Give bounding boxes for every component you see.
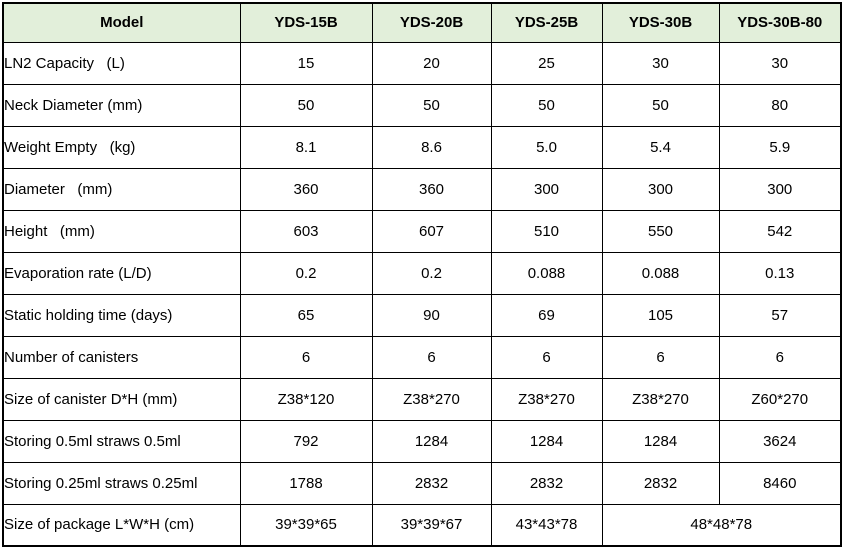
table-row: Storing 0.25ml straws 0.25ml 1788 2832 2832… [2, 461, 842, 505]
spec-value: 8.6 [371, 125, 492, 169]
row-label: Storing 0.25ml straws 0.25ml [2, 461, 241, 505]
spec-value: 300 [601, 167, 720, 211]
spec-value: 0.2 [371, 251, 492, 295]
table-row: Weight Empty (kg) 8.1 8.6 5.0 5.4 5.9 [2, 125, 842, 169]
spec-value: 50 [371, 83, 492, 127]
row-label: LN2 Capacity (L) [2, 41, 241, 85]
spec-value: 2832 [601, 461, 720, 505]
spec-value: 0.13 [718, 251, 842, 295]
spec-value: 43*43*78 [490, 503, 603, 547]
spec-value: 3624 [718, 419, 842, 463]
spec-value: 6 [239, 335, 373, 379]
spec-value: 360 [239, 167, 373, 211]
spec-value: 69 [490, 293, 603, 337]
spec-value: 5.4 [601, 125, 720, 169]
spec-value: 20 [371, 41, 492, 85]
table-row: Size of package L*W*H (cm) 39*39*65 39*39*… [2, 503, 842, 547]
spec-value: 0.088 [490, 251, 603, 295]
spec-value: 39*39*67 [371, 503, 492, 547]
spec-value: 15 [239, 41, 373, 85]
spec-value: 0.088 [601, 251, 720, 295]
spec-value: 6 [718, 335, 842, 379]
spec-value: 65 [239, 293, 373, 337]
row-label: Diameter (mm) [2, 167, 241, 211]
spec-value: Ζ38*120 [239, 377, 373, 421]
spec-value: 2832 [490, 461, 603, 505]
spec-value: 542 [718, 209, 842, 253]
spec-value: 360 [371, 167, 492, 211]
spec-value: 1284 [490, 419, 603, 463]
spec-value: 300 [718, 167, 842, 211]
table-row: Diameter (mm) 360 360 300 300 300 [2, 167, 842, 211]
table-row: Neck Diameter (mm) 50 50 50 50 80 [2, 83, 842, 127]
model-name-header: YDS-30B-80 [718, 2, 842, 43]
spec-value: 6 [371, 335, 492, 379]
spec-value: 8460 [718, 461, 842, 505]
model-column-header: Model [2, 2, 241, 43]
spec-value: 2832 [371, 461, 492, 505]
table-row: Number of canisters 6 6 6 6 6 [2, 335, 842, 379]
spec-value: 6 [490, 335, 603, 379]
spec-value: 90 [371, 293, 492, 337]
table-row: Evaporation rate (L/D) 0.2 0.2 0.088 0.088 0.… [2, 251, 842, 295]
spec-value: 300 [490, 167, 603, 211]
model-name-header: YDS-25B [490, 2, 603, 43]
spec-value: 39*39*65 [239, 503, 373, 547]
spec-value: 792 [239, 419, 373, 463]
row-label: Weight Empty (kg) [2, 125, 241, 169]
table-row: Storing 0.5ml straws 0.5ml 792 1284 1284 128… [2, 419, 842, 463]
row-label: Size of package L*W*H (cm) [2, 503, 241, 547]
spec-value: Ζ38*270 [371, 377, 492, 421]
table-row: Height (mm) 603 607 510 550 542 [2, 209, 842, 253]
row-label: Static holding time (days) [2, 293, 241, 337]
spec-value: 603 [239, 209, 373, 253]
spec-value: 0.2 [239, 251, 373, 295]
row-label: Height (mm) [2, 209, 241, 253]
table-row: Size of canister D*H (mm) Ζ38*120 Ζ38*270 Ζ… [2, 377, 842, 421]
row-label: Size of canister D*H (mm) [2, 377, 241, 421]
spec-value: 30 [718, 41, 842, 85]
spec-value: 6 [601, 335, 720, 379]
model-name-header: YDS-30B [601, 2, 720, 43]
spec-value: 30 [601, 41, 720, 85]
spec-value: 607 [371, 209, 492, 253]
spec-value: 1284 [601, 419, 720, 463]
spec-value: Ζ60*270 [718, 377, 842, 421]
model-name-header: YDS-20B [371, 2, 492, 43]
spec-value: 550 [601, 209, 720, 253]
spec-value: 1284 [371, 419, 492, 463]
table-row: Static holding time (days) 65 90 69 105 57 [2, 293, 842, 337]
spec-value: 50 [490, 83, 603, 127]
spec-value: 8.1 [239, 125, 373, 169]
row-label: Number of canisters [2, 335, 241, 379]
spec-value: Ζ38*270 [601, 377, 720, 421]
spec-value: 5.0 [490, 125, 603, 169]
row-label: Evaporation rate (L/D) [2, 251, 241, 295]
spec-value: 5.9 [718, 125, 842, 169]
row-label: Storing 0.5ml straws 0.5ml [2, 419, 241, 463]
spec-value: 1788 [239, 461, 373, 505]
spec-table: Model YDS-15B YDS-20B YDS-25B YDS-30B YDS-30B… [2, 2, 842, 547]
spec-value: 50 [239, 83, 373, 127]
spec-value: 48*48*78 [601, 503, 842, 547]
table-row: LN2 Capacity (L) 15 20 25 30 30 [2, 41, 842, 85]
spec-value: 510 [490, 209, 603, 253]
spec-value: 57 [718, 293, 842, 337]
model-name-header: YDS-15B [239, 2, 373, 43]
table-body: LN2 Capacity (L) 15 20 25 30 30 Neck Diameter … [2, 41, 842, 547]
spec-value: 50 [601, 83, 720, 127]
row-label: Neck Diameter (mm) [2, 83, 241, 127]
spec-value: 25 [490, 41, 603, 85]
spec-value: Ζ38*270 [490, 377, 603, 421]
spec-value: 80 [718, 83, 842, 127]
header-row: Model YDS-15B YDS-20B YDS-25B YDS-30B YDS-30B… [2, 2, 842, 43]
spec-value: 105 [601, 293, 720, 337]
